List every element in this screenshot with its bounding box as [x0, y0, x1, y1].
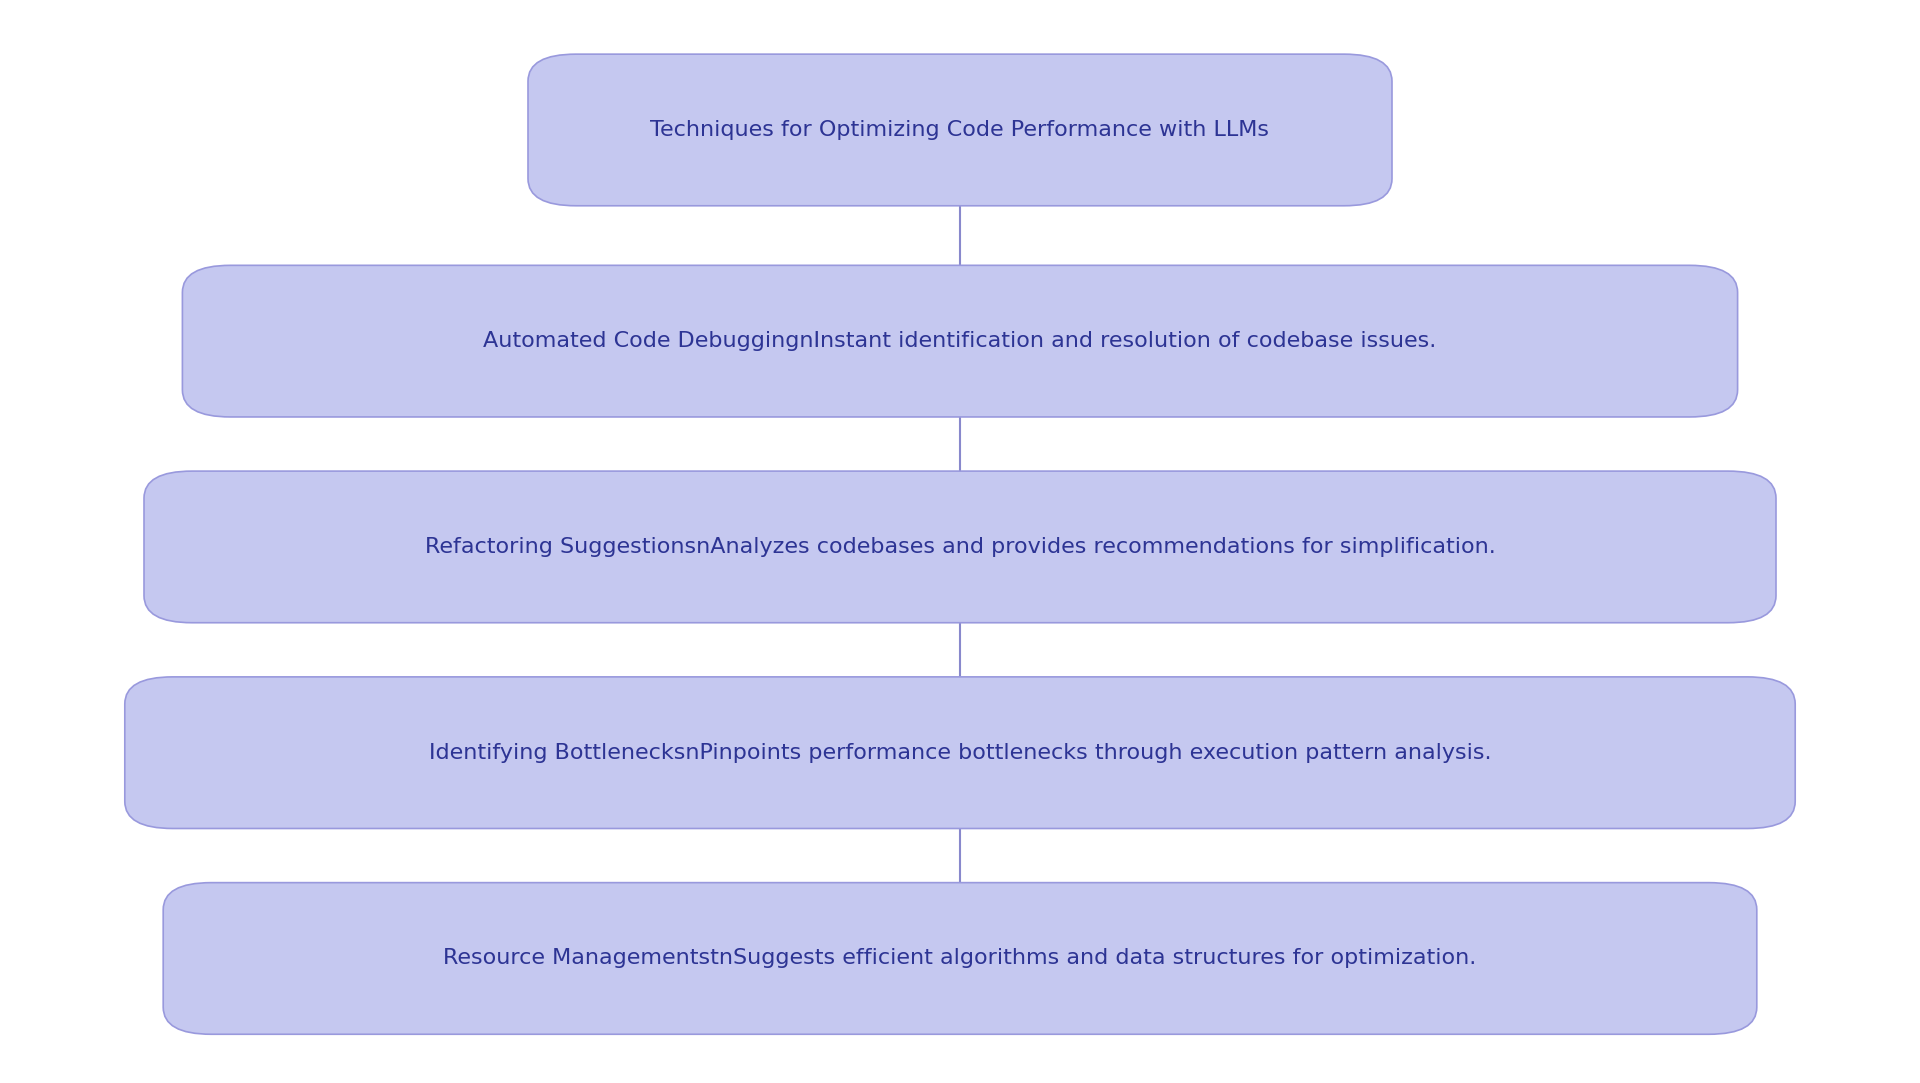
Text: Identifying BottlenecksnPinpoints performance bottlenecks through execution patt: Identifying BottlenecksnPinpoints perfor… [428, 743, 1492, 762]
FancyBboxPatch shape [144, 471, 1776, 623]
FancyBboxPatch shape [528, 54, 1392, 206]
Text: Resource ManagementstnSuggests efficient algorithms and data structures for opti: Resource ManagementstnSuggests efficient… [444, 949, 1476, 968]
FancyBboxPatch shape [182, 265, 1738, 417]
Text: Automated Code DebuggingnInstant identification and resolution of codebase issue: Automated Code DebuggingnInstant identif… [484, 331, 1436, 351]
FancyBboxPatch shape [163, 883, 1757, 1034]
FancyBboxPatch shape [125, 677, 1795, 828]
Text: Refactoring SuggestionsnAnalyzes codebases and provides recommendations for simp: Refactoring SuggestionsnAnalyzes codebas… [424, 537, 1496, 557]
Text: Techniques for Optimizing Code Performance with LLMs: Techniques for Optimizing Code Performan… [651, 120, 1269, 140]
